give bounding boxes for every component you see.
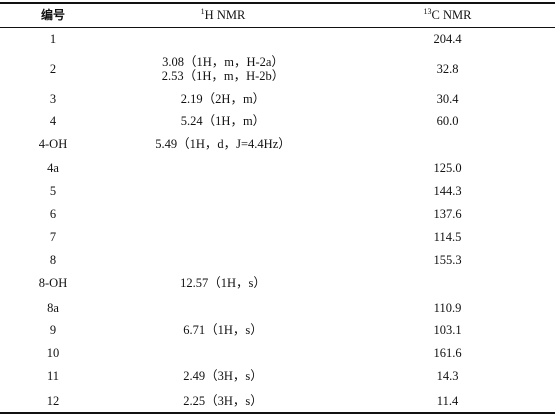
row-1h-shift: 2.49（3H，s）: [183, 369, 263, 383]
table-header-rule: [0, 27, 555, 28]
row-number: 8-OH: [38, 276, 68, 290]
row-13c-shift: 60.0: [436, 114, 459, 128]
row-13c-shift: 14.3: [436, 369, 459, 383]
row-13c-shift: 103.1: [433, 323, 462, 337]
row-number: 8a: [47, 301, 59, 315]
header-13c-nmr: 13C NMR: [340, 6, 555, 22]
row-number: 11: [46, 369, 60, 383]
row-13c-shift: 204.4: [433, 32, 462, 46]
row-1h-shift: 5.49（1H，d，J=4.4Hz）: [155, 137, 291, 151]
row-13c-shift: 161.6: [433, 346, 462, 360]
row-number: 7: [49, 230, 57, 244]
row-number: 1: [49, 32, 57, 46]
row-number: 4: [49, 114, 57, 128]
row-13c-shift: 125.0: [433, 161, 462, 175]
header-13c-text: C NMR: [431, 8, 472, 22]
row-number: 2: [49, 62, 57, 76]
header-1h-nmr: 1H NMR: [106, 6, 340, 22]
row-13c-shift: 30.4: [436, 92, 459, 106]
row-number: 6: [49, 207, 57, 221]
row-number: 12: [46, 394, 60, 408]
row-1h-shift: 3.08（1H，m，H-2a）: [162, 55, 284, 69]
row-number: 9: [49, 323, 57, 337]
row-1h-shift: 2.19（2H，m）: [180, 92, 266, 106]
header-13c-sup: 13: [423, 6, 432, 16]
row-13c-shift: 114.5: [433, 230, 462, 244]
row-1h-shift: 2.53（1H，m，H-2b）: [161, 69, 285, 83]
table-bottom-rule: [0, 412, 555, 414]
header-1h-text: H NMR: [204, 8, 246, 22]
row-1h-shift: 6.71（1H，s）: [183, 323, 263, 337]
row-13c-shift: 155.3: [433, 253, 462, 267]
row-13c-shift: 32.8: [436, 62, 459, 76]
row-1h-shift: 2.25（3H，s）: [183, 394, 263, 408]
table-top-rule: [0, 2, 555, 4]
header-1h-sup: 1: [200, 6, 205, 16]
row-number: 10: [46, 346, 60, 360]
row-13c-shift: 137.6: [433, 207, 462, 221]
row-1h-shift: 12.57（1H，s）: [180, 276, 266, 290]
row-13c-shift: 110.9: [433, 301, 462, 315]
row-1h-shift: 5.24（1H，m）: [180, 114, 266, 128]
header-no: 编号: [40, 8, 65, 22]
row-number: 5: [49, 184, 57, 198]
row-number: 4a: [47, 161, 59, 175]
row-13c-shift: 11.4: [436, 394, 459, 408]
row-13c-shift: 144.3: [433, 184, 462, 198]
row-number: 8: [49, 253, 57, 267]
row-number: 3: [49, 92, 57, 106]
row-number: 4-OH: [38, 137, 68, 151]
